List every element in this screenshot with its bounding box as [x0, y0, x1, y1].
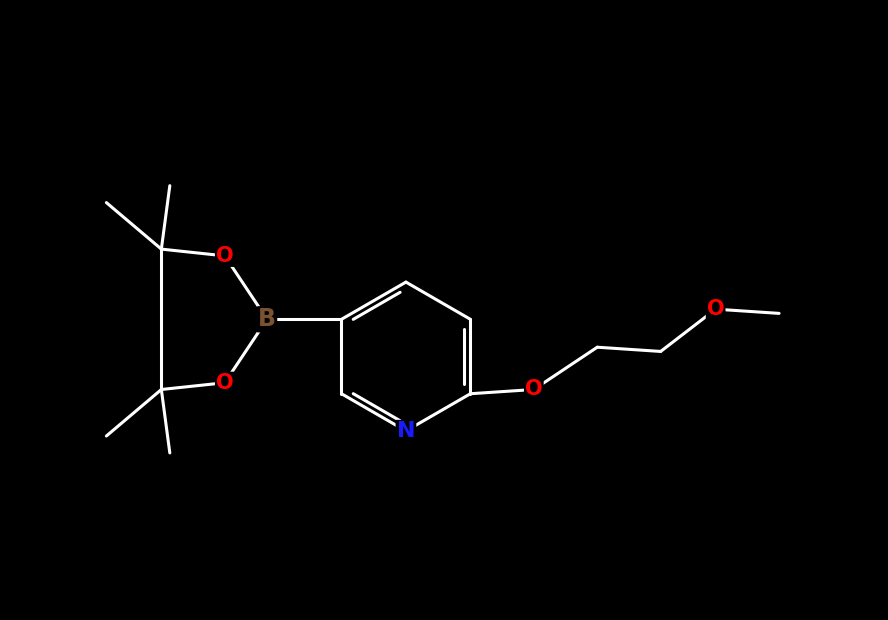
Text: N: N [397, 421, 416, 441]
Text: O: O [707, 299, 725, 319]
Text: O: O [525, 379, 543, 399]
Text: O: O [216, 373, 234, 392]
Text: O: O [216, 246, 234, 266]
Text: B: B [258, 308, 276, 331]
